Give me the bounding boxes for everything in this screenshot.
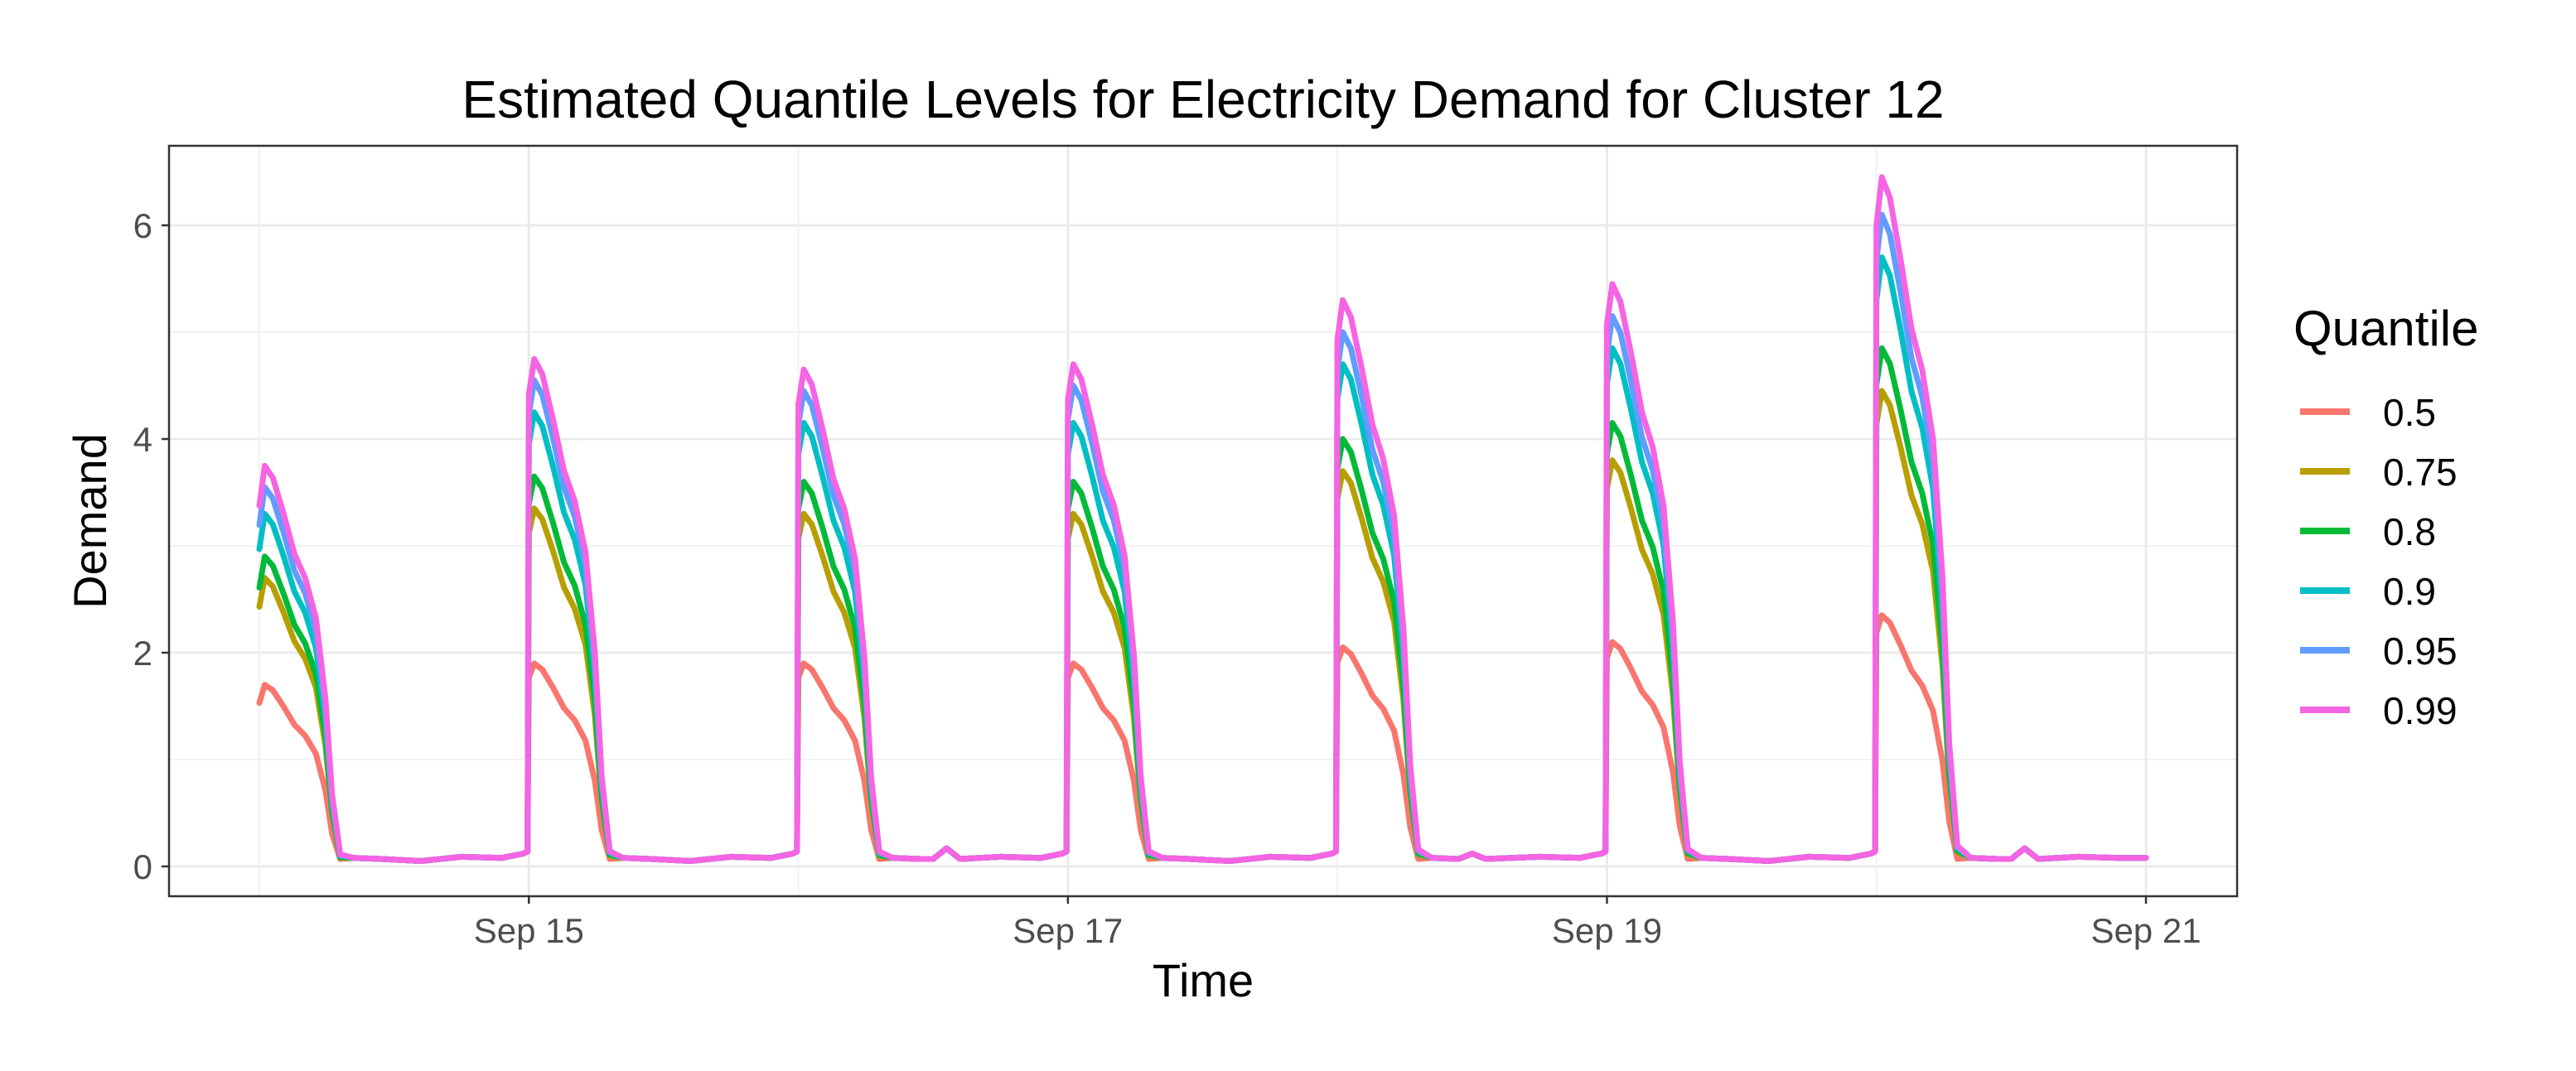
legend-label: 0.75: [2383, 451, 2458, 494]
legend-title: Quantile: [2293, 301, 2478, 356]
x-tick-label: Sep 19: [1552, 911, 1662, 950]
y-tick-label: 6: [133, 206, 152, 245]
y-axis-title: Demand: [64, 433, 116, 609]
x-axis: Sep 15 Sep 17 Sep 19 Sep 21: [474, 896, 2201, 950]
legend: Quantile 0.5 0.75 0.8 0.9 0.95 0.99: [2293, 301, 2478, 732]
x-tick-label: Sep 17: [1013, 911, 1123, 950]
x-tick-label: Sep 21: [2090, 911, 2201, 950]
series-line-0-99: [256, 174, 2149, 864]
legend-label: 0.99: [2383, 689, 2458, 732]
chart-title: Estimated Quantile Levels for Electricit…: [462, 70, 1944, 129]
legend-label: 0.8: [2383, 510, 2436, 553]
series-line-0-95: [256, 211, 2149, 864]
series-lines: [256, 174, 2149, 864]
y-axis: 0 2 4 6: [133, 206, 169, 886]
y-tick-label: 4: [133, 420, 152, 459]
plot-panel-border: [167, 144, 2239, 898]
legend-label: 0.9: [2383, 570, 2436, 613]
y-tick-label: 2: [133, 634, 152, 673]
y-tick-label: 0: [133, 847, 152, 886]
legend-label: 0.5: [2383, 391, 2436, 434]
series-line-0-75: [256, 388, 2149, 864]
series-line-0-9: [256, 254, 2149, 864]
x-axis-title: Time: [1153, 954, 1254, 1006]
legend-label: 0.95: [2383, 630, 2458, 673]
x-tick-label: Sep 15: [474, 911, 584, 950]
